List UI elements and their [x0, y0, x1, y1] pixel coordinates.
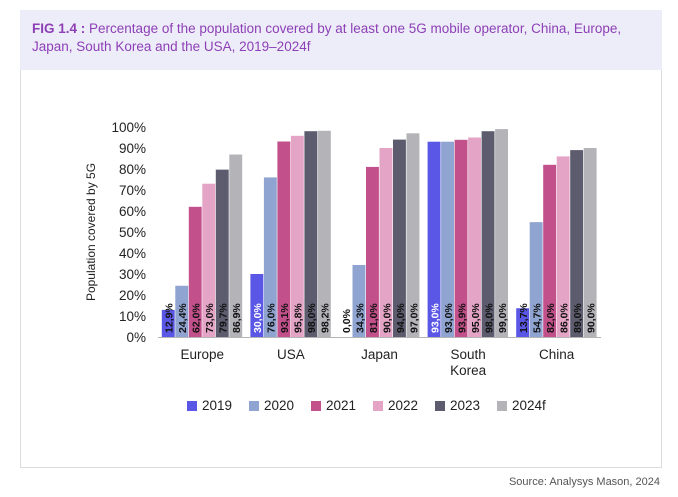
data-label: 76,0% — [266, 303, 278, 333]
bar-2024f-europe — [229, 154, 243, 337]
y-tick-label: 10% — [119, 309, 146, 324]
data-label: 93,9% — [456, 303, 468, 333]
bar-2022-japan — [379, 148, 393, 337]
data-label: 93,1% — [279, 303, 291, 333]
y-tick-label: 70% — [119, 183, 146, 198]
legend-label-2020: 2020 — [264, 398, 294, 413]
data-label: 93,0% — [443, 303, 455, 333]
data-label: 0,0% — [341, 308, 353, 333]
bar-2020-south-korea — [441, 141, 454, 337]
legend-label-2023: 2023 — [450, 398, 480, 413]
bar-2023-europe — [215, 169, 229, 337]
bar-2020-europe — [175, 285, 189, 337]
data-label: 12,9% — [164, 303, 176, 333]
data-label: 90,0% — [381, 303, 393, 333]
data-label: 54,7% — [531, 303, 543, 333]
data-label: 95,8% — [293, 303, 305, 333]
data-label: 34,3% — [354, 303, 366, 333]
bar-2022-europe — [202, 183, 216, 337]
y-axis-label: Population covered by 5G — [84, 163, 98, 301]
figure-title-box: FIG 1.4 : Percentage of the population c… — [20, 10, 662, 70]
data-label: 30,0% — [252, 303, 264, 333]
bar-chart: Population covered by 5G 0% 10% 20% 30% 40% 50… — [84, 120, 601, 413]
data-label: 86,9% — [231, 303, 243, 333]
y-tick-label: 20% — [119, 288, 146, 303]
bar-2022-south-korea — [468, 137, 481, 337]
bar-2021-china — [543, 164, 557, 337]
bar-2022-china — [556, 156, 570, 337]
data-label: 99,0% — [497, 303, 509, 333]
bar-2023-china — [570, 150, 584, 337]
data-label: 73,0% — [204, 303, 216, 333]
x-tick-label: South — [450, 347, 485, 362]
bar-2023-japan — [393, 139, 406, 337]
data-label: 98,0% — [483, 303, 495, 333]
data-label: 62,0% — [191, 303, 203, 333]
y-tick-label: 30% — [119, 267, 146, 282]
legend-label-2022: 2022 — [388, 398, 418, 413]
legend-swatch-2023 — [435, 401, 445, 411]
bar-2024f-china — [583, 148, 597, 337]
data-label: 13,7% — [518, 303, 530, 333]
chart-card: Population covered by 5G 0% 10% 20% 30% 40% 50… — [20, 70, 662, 468]
data-label: 93,0% — [429, 303, 441, 333]
legend-swatch-2021 — [311, 401, 321, 411]
data-label: 98,0% — [306, 303, 318, 333]
bar-2019-europe — [161, 309, 175, 337]
bar-2024f-usa — [317, 130, 331, 337]
source-note: Source: Analysys Mason, 2024 — [508, 476, 660, 488]
figure-label: FIG 1.4 : — [32, 21, 86, 36]
legend-label-2021: 2021 — [326, 398, 356, 413]
bar-2019-usa — [250, 274, 264, 337]
bar-2024f-japan — [406, 133, 420, 337]
bar-2020-usa — [263, 177, 277, 337]
bar-2019-china — [516, 308, 530, 337]
y-tick-label: 80% — [119, 162, 146, 177]
x-tick-label: USA — [277, 347, 305, 362]
data-label: 81,0% — [368, 303, 380, 333]
legend-label-2019: 2019 — [202, 398, 232, 413]
y-tick-label: 40% — [119, 246, 146, 261]
y-tick-label: 0% — [126, 330, 146, 345]
legend-swatch-2020 — [249, 401, 259, 411]
bar-2021-europe — [188, 206, 202, 337]
data-label: 98,2% — [320, 303, 332, 333]
bar-2022-usa — [290, 135, 304, 337]
y-tick-label: 50% — [119, 225, 146, 240]
data-label: 97,0% — [408, 303, 420, 333]
figure-title: Percentage of the population covered by … — [32, 21, 622, 54]
bar-2023-usa — [304, 131, 318, 337]
legend-swatch-2022 — [373, 401, 383, 411]
data-label: 79,7% — [218, 303, 230, 333]
bar-2021-japan — [366, 166, 379, 337]
legend-swatch-2024f — [497, 401, 507, 411]
bar-2023-south-korea — [481, 131, 495, 337]
data-label: 94,0% — [395, 303, 407, 333]
data-label: 95,0% — [470, 303, 482, 333]
x-tick-label: Europe — [181, 347, 225, 362]
bar-2020-japan — [352, 264, 366, 337]
bar-2021-south-korea — [454, 139, 468, 337]
data-label: 90,0% — [585, 303, 597, 333]
bar-2024f-south-korea — [495, 129, 508, 337]
data-label: 82,0% — [545, 303, 557, 333]
data-label: 89,0% — [572, 303, 584, 333]
legend-swatch-2019 — [187, 401, 197, 411]
bar-2019-south-korea — [427, 141, 441, 337]
bar-2020-china — [529, 222, 543, 337]
data-label: 86,0% — [558, 303, 570, 333]
data-label: 24,4% — [177, 303, 189, 333]
bar-2021-usa — [277, 141, 291, 337]
x-tick-label: Japan — [361, 347, 398, 362]
x-tick-label: China — [539, 347, 575, 362]
y-tick-label: 90% — [119, 141, 146, 156]
y-tick-label: 100% — [111, 120, 146, 135]
x-tick-label: Korea — [450, 363, 487, 378]
legend-label-2024f: 2024f — [512, 398, 546, 413]
y-tick-label: 60% — [119, 204, 146, 219]
